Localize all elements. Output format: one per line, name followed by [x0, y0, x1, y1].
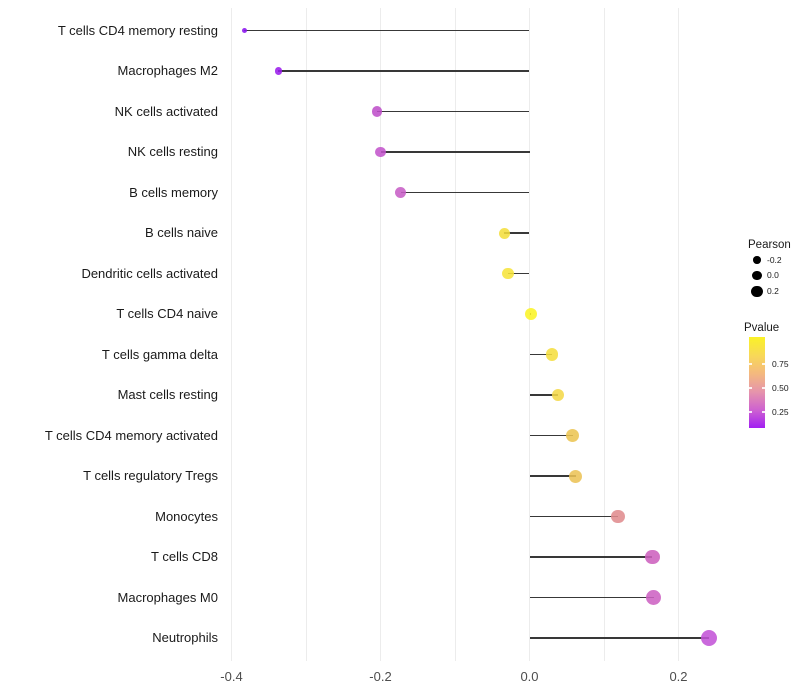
x-tick-label: 0.0	[520, 669, 539, 684]
data-point	[645, 549, 660, 565]
legend-size-label: 0.0	[767, 270, 779, 280]
pvalue-tick-label: 0.50	[772, 382, 789, 393]
data-point	[701, 630, 718, 646]
pvalue-bar-tick	[749, 411, 752, 413]
data-point	[566, 429, 580, 442]
pvalue-tick-label: 0.25	[772, 406, 789, 417]
pvalue-bar-tick	[749, 387, 752, 389]
category-label: T cells CD4 naive	[116, 306, 218, 321]
category-label: Neutrophils	[152, 630, 218, 645]
category-label: T cells regulatory Tregs	[83, 468, 218, 483]
x-gridline	[678, 8, 679, 661]
pvalue-bar-tick	[762, 387, 765, 389]
data-point	[395, 187, 407, 198]
lollipop-stem	[529, 434, 573, 437]
legend-size-dot	[752, 270, 762, 281]
data-point	[646, 590, 662, 605]
x-gridline	[231, 8, 232, 661]
data-point	[569, 469, 583, 483]
pvalue-gradient-bar	[749, 337, 765, 428]
data-point	[241, 28, 247, 33]
legend-size-dot	[751, 285, 763, 298]
x-gridline	[529, 8, 530, 661]
lollipop-stem	[380, 151, 530, 153]
lollipop-stem	[529, 637, 710, 639]
category-label: T cells CD8	[151, 549, 218, 564]
x-gridline	[603, 8, 605, 661]
data-point	[498, 227, 510, 239]
pearson-legend-title: Pearson	[748, 239, 791, 251]
legend-size-label: -0.2	[767, 254, 782, 265]
data-point	[375, 146, 386, 158]
lollipop-stem	[529, 353, 552, 356]
category-label: T cells CD4 memory activated	[44, 427, 218, 443]
lollipop-stem	[529, 596, 654, 599]
data-point	[371, 106, 383, 117]
x-tick-label: 0.2	[669, 669, 688, 684]
x-gridline	[380, 8, 381, 661]
category-label: B cells memory	[129, 184, 218, 200]
pvalue-bar-tick	[762, 411, 765, 413]
data-point	[524, 308, 537, 320]
category-label: Dendritic cells activated	[81, 265, 218, 281]
data-point	[502, 267, 514, 280]
x-tick-label: -0.2	[369, 669, 392, 684]
x-gridline	[305, 8, 307, 661]
lollipop-stem	[529, 556, 653, 558]
data-point	[274, 67, 283, 75]
category-label: T cells gamma delta	[101, 346, 218, 362]
pvalue-tick-label: 0.75	[772, 358, 789, 369]
lollipop-stem	[400, 191, 530, 194]
category-label: B cells naive	[145, 225, 218, 240]
lollipop-stem	[529, 394, 558, 396]
category-label: Monocytes	[155, 508, 218, 524]
data-point	[611, 509, 625, 524]
lollipop-stem	[529, 475, 576, 477]
category-label: T cells CD4 memory resting	[57, 22, 218, 38]
lollipop-stem	[507, 272, 530, 275]
category-label: Mast cells resting	[117, 387, 218, 402]
lollipop-stem	[504, 232, 530, 234]
pvalue-bar-tick	[762, 363, 765, 365]
legend-size-label: 0.2	[767, 286, 779, 296]
pvalue-bar-tick	[749, 363, 752, 365]
data-point	[551, 388, 565, 402]
pvalue-legend-title: Pvalue	[744, 322, 780, 334]
lollipop-stem	[529, 515, 619, 518]
x-gridline	[454, 8, 456, 661]
data-point	[545, 348, 559, 361]
legend-size-dot	[753, 256, 761, 264]
category-label: NK cells activated	[114, 103, 218, 119]
lollipop-stem	[244, 29, 530, 32]
category-label: NK cells resting	[127, 144, 218, 159]
category-label: Macrophages M2	[117, 63, 218, 78]
lollipop-stem	[278, 70, 530, 72]
category-label: Macrophages M0	[117, 589, 218, 605]
lollipop-stem	[376, 110, 530, 113]
x-tick-label: -0.4	[220, 669, 243, 684]
